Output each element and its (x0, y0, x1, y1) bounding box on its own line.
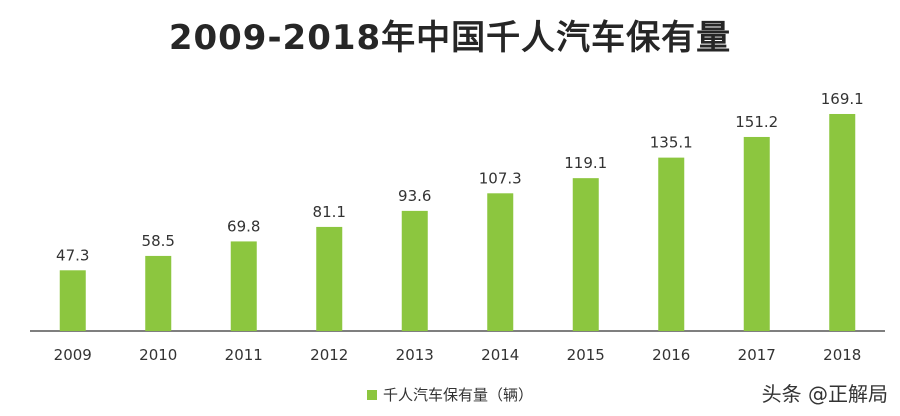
data-label-2014: 107.3 (479, 169, 522, 187)
data-label-2013: 93.6 (398, 187, 431, 205)
x-tick-label-2010: 2010 (139, 346, 177, 364)
data-label-2015: 119.1 (564, 154, 607, 172)
bar-2009 (59, 270, 86, 331)
x-tick-label-2011: 2011 (225, 346, 263, 364)
x-tick-label-2009: 2009 (54, 346, 92, 364)
legend-swatch (366, 389, 377, 400)
bar-2016 (658, 157, 685, 331)
bar-2017 (743, 136, 770, 331)
bar-2013 (401, 210, 428, 331)
x-tick-label-2013: 2013 (396, 346, 434, 364)
bar-2010 (145, 255, 172, 331)
legend-label: 千人汽车保有量（辆） (382, 386, 533, 404)
legend: 千人汽车保有量（辆） (0, 384, 900, 405)
x-tick-label-2017: 2017 (738, 346, 776, 364)
bar-2012 (316, 226, 343, 331)
data-label-2017: 151.2 (735, 113, 778, 131)
data-label-2012: 81.1 (313, 203, 346, 221)
watermark: 头条 @正解局 (761, 382, 888, 406)
bar-2015 (572, 178, 599, 331)
data-label-2010: 58.5 (142, 232, 175, 250)
data-label-2009: 47.3 (56, 246, 89, 264)
bar-2011 (230, 241, 257, 331)
x-tick-label-2016: 2016 (652, 346, 690, 364)
x-tick-label-2012: 2012 (310, 346, 348, 364)
data-label-2016: 135.1 (650, 134, 693, 152)
x-tick-label-2018: 2018 (823, 346, 861, 364)
bar-2014 (487, 193, 514, 331)
chart-title: 2009-2018年中国千人汽车保有量 (168, 18, 732, 58)
data-label-2011: 69.8 (227, 217, 260, 235)
x-tick-label-2015: 2015 (567, 346, 605, 364)
x-tick-label-2014: 2014 (481, 346, 519, 364)
data-label-2018: 169.1 (821, 90, 864, 108)
bar-2018 (829, 113, 856, 331)
